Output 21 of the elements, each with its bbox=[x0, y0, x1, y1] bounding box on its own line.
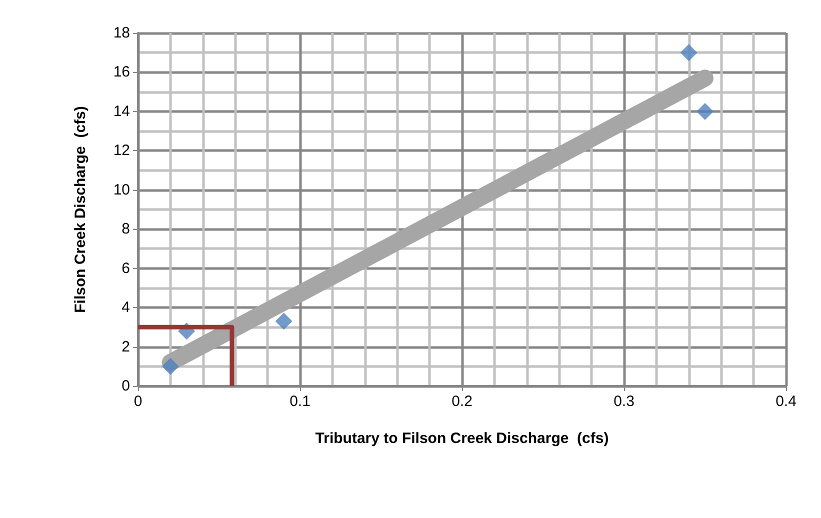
y-tick-label: 2 bbox=[122, 338, 130, 356]
x-tick-label: 0.2 bbox=[452, 393, 472, 410]
y-tick-label: 18 bbox=[113, 24, 130, 42]
x-tick-label: 0.3 bbox=[614, 393, 634, 410]
x-tick-label: 0.1 bbox=[290, 393, 310, 410]
y-tick-label: 16 bbox=[113, 64, 130, 81]
y-tick-label: 0 bbox=[122, 378, 130, 394]
y-tick-label: 4 bbox=[122, 299, 130, 316]
point bbox=[696, 102, 714, 120]
y-tick-label: 6 bbox=[122, 260, 130, 277]
point bbox=[162, 358, 179, 375]
x-tick-label: 0.4 bbox=[776, 393, 796, 410]
point bbox=[680, 44, 698, 62]
y-tick-label: 12 bbox=[113, 142, 130, 160]
point bbox=[275, 312, 292, 330]
x-axis-title: Tributary to Filson Creek Discharge (cfs) bbox=[315, 430, 609, 447]
y-tick-label: 8 bbox=[122, 220, 130, 238]
y-tick-label: 14 bbox=[113, 102, 130, 120]
y-tick-label: 10 bbox=[113, 181, 130, 198]
y-axis-title: Filson Creek Discharge (cfs) bbox=[72, 106, 89, 313]
x-tick-label: 0 bbox=[134, 393, 142, 410]
